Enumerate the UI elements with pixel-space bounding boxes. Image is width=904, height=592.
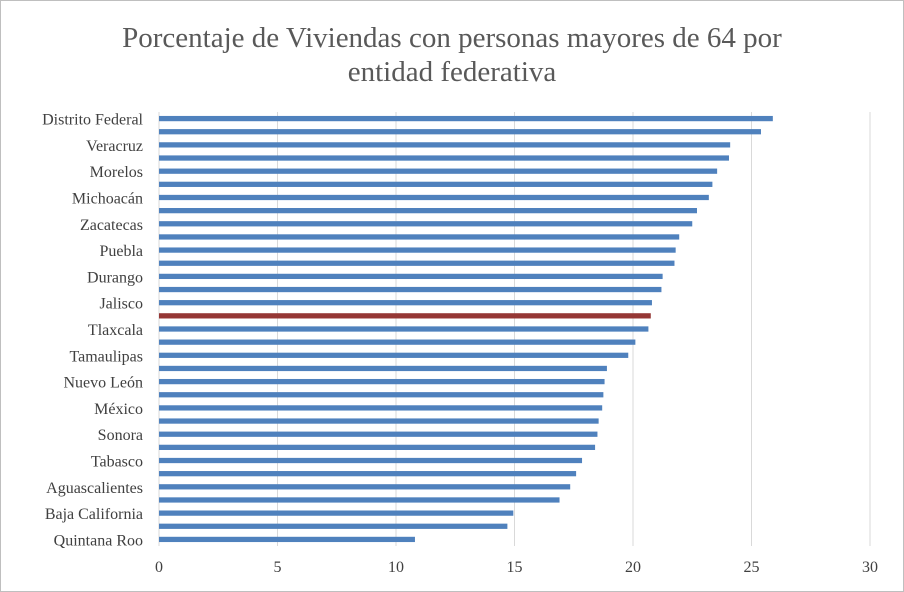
- bars: [159, 115, 773, 543]
- category-label-nuevo-leon: Nuevo León: [63, 375, 143, 392]
- category-label-quintana-roo: Quintana Roo: [54, 532, 143, 549]
- bar-chiapas: [159, 497, 560, 503]
- bar-aguascalientes: [159, 484, 571, 490]
- category-label-tabasco: Tabasco: [91, 454, 143, 471]
- category-label-durango: Durango: [87, 269, 143, 286]
- category-label-sonora: Sonora: [98, 427, 143, 444]
- bar-jalisco: [159, 300, 652, 306]
- x-tick-label-15: 15: [507, 559, 523, 576]
- chart-title-line-1: Porcentaje de Viviendas con personas may…: [122, 22, 782, 54]
- bar-michoacan: [159, 194, 709, 201]
- category-labels: Distrito Federal Veracruz Morelos Michoacán…: [42, 112, 143, 550]
- category-label-zacatecas: Zacatecas: [80, 217, 143, 234]
- bar-quintana-roo: [159, 536, 415, 543]
- category-label-aguascalientes: Aguascalientes: [46, 480, 143, 497]
- x-tick-label-10: 10: [388, 559, 404, 576]
- x-tick-label-30: 30: [862, 559, 878, 576]
- bar-colima: [159, 286, 662, 293]
- bar-veracruz: [159, 142, 731, 148]
- bar-guerrero: [159, 260, 675, 266]
- bar-zacatecas: [159, 221, 693, 227]
- category-label-tlaxcala: Tlaxcala: [88, 322, 143, 339]
- bar-tabasco: [159, 457, 583, 464]
- bar-guanajuato: [159, 418, 599, 424]
- bar-coahuila: [159, 365, 607, 372]
- bar-durango: [159, 273, 663, 280]
- x-tick-label-0: 0: [155, 559, 163, 576]
- x-tick-label-20: 20: [625, 559, 641, 576]
- bar-campeche: [159, 392, 604, 398]
- chart-title-line-2: entidad federativa: [348, 56, 557, 88]
- bar-distrito-federal: [159, 115, 773, 122]
- category-label-tamaulipas: Tamaulipas: [69, 348, 143, 365]
- bar-yucatan: [159, 181, 713, 187]
- bar-hidalgo: [159, 339, 636, 345]
- category-label-mexico: México: [94, 401, 143, 418]
- bar-nacional: [159, 313, 651, 319]
- bar-queretaro: [159, 471, 577, 477]
- bar-mexico: [159, 405, 603, 411]
- category-label-veracruz: Veracruz: [86, 138, 143, 155]
- category-label-baja-california: Baja California: [45, 506, 143, 523]
- bar-nayarit: [159, 234, 680, 240]
- bar-tlaxcala: [159, 326, 649, 332]
- x-tick-labels: 0 5 10 15 20 25 30: [155, 559, 878, 576]
- bar-sinaloa: [159, 129, 761, 135]
- category-label-morelos: Morelos: [90, 164, 143, 181]
- bar-baja-california: [159, 510, 514, 516]
- category-label-jalisco: Jalisco: [99, 296, 143, 313]
- category-label-distrito-federal: Distrito Federal: [42, 112, 143, 129]
- bar-oaxaca: [159, 155, 729, 161]
- category-label-michoacan: Michoacán: [72, 190, 143, 207]
- bar-chihuahua: [159, 444, 596, 450]
- bar-san-luis-potosi: [159, 208, 697, 214]
- category-label-puebla: Puebla: [99, 243, 143, 260]
- bar-sonora: [159, 431, 598, 437]
- bar-baja-california-sur: [159, 523, 508, 529]
- bar-nuevo-leon: [159, 378, 605, 385]
- bar-puebla: [159, 247, 676, 253]
- x-tick-label-25: 25: [744, 559, 760, 576]
- x-tick-label-5: 5: [274, 559, 282, 576]
- bar-tamaulipas: [159, 352, 629, 358]
- bar-morelos: [159, 168, 718, 174]
